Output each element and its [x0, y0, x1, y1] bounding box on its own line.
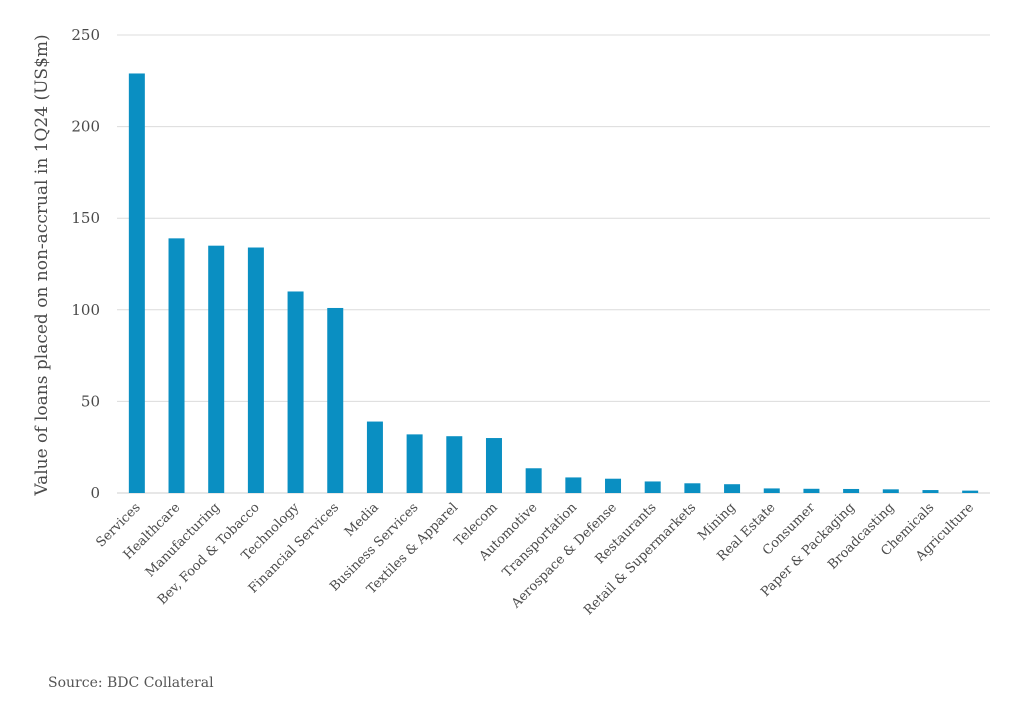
source-note: Source: BDC Collateral — [48, 675, 214, 691]
bar — [843, 488, 860, 493]
bar — [803, 488, 820, 493]
bar — [446, 436, 463, 493]
bar — [406, 434, 423, 493]
bar — [605, 478, 622, 493]
bar — [882, 489, 899, 493]
y-axis-ticks: 0 50 100 150 200 250 — [71, 26, 100, 502]
bar — [644, 481, 661, 493]
bar — [684, 483, 701, 493]
bar — [485, 438, 502, 493]
bar — [366, 421, 383, 493]
bar — [724, 484, 741, 493]
bar — [962, 490, 979, 493]
bar — [168, 238, 185, 493]
y-tick-label: 150 — [71, 209, 100, 227]
bar — [247, 247, 264, 493]
y-axis-title: Value of loans placed on non-accrual in … — [32, 34, 52, 496]
bar — [763, 488, 780, 493]
bar — [287, 291, 304, 493]
y-tick-label: 200 — [71, 118, 100, 136]
y-tick-label: 100 — [71, 301, 100, 319]
bars — [128, 73, 979, 494]
y-tick-label: 50 — [81, 392, 100, 410]
y-tick-label: 0 — [90, 484, 100, 502]
bar — [565, 477, 582, 493]
bar — [922, 490, 939, 493]
bar — [208, 245, 225, 493]
bar — [327, 307, 344, 493]
bar — [128, 73, 145, 494]
bar — [525, 468, 542, 493]
y-tick-label: 250 — [71, 26, 100, 44]
